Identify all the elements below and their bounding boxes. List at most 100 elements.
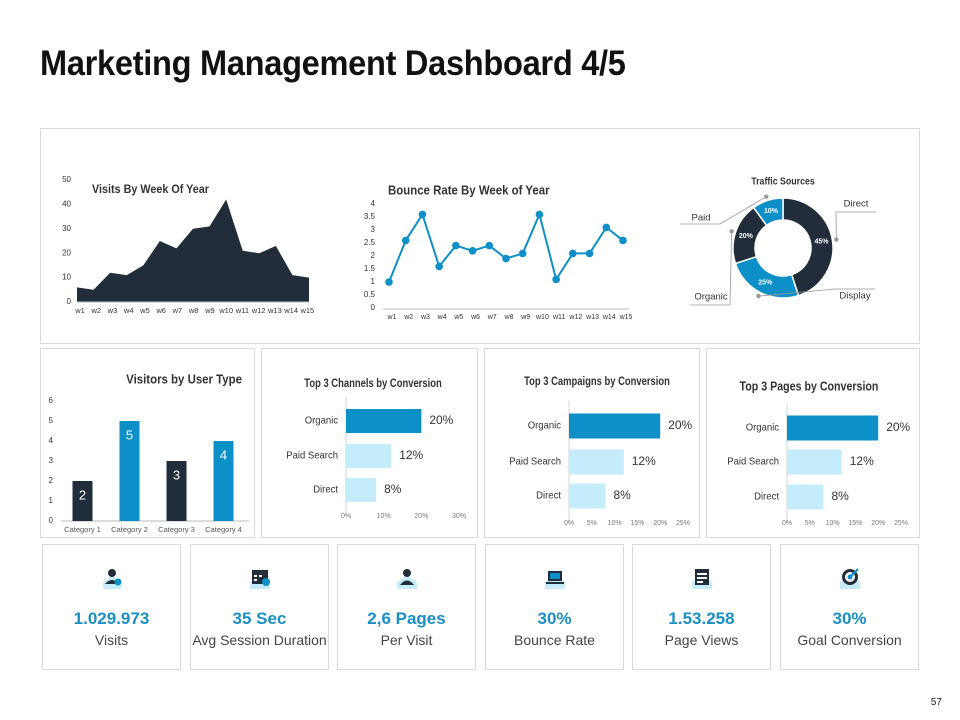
visitors-y-tick: 3 bbox=[49, 456, 54, 465]
channels-category-label: Direct bbox=[313, 484, 338, 495]
bounce-x-tick: w8 bbox=[504, 314, 514, 321]
campaigns-bar bbox=[569, 483, 606, 509]
channels-bar-label: 12% bbox=[399, 448, 423, 462]
kpi-card-bounce: 30% Bounce Rate bbox=[485, 544, 624, 670]
kpi-value: 30% bbox=[832, 609, 867, 628]
visits-x-tick: w7 bbox=[172, 306, 183, 315]
campaigns-x-tick: 5% bbox=[587, 520, 597, 527]
bounce-x-tick: w11 bbox=[552, 314, 565, 321]
pages-x-tick: 0% bbox=[782, 520, 792, 527]
pages-x-tick: 10% bbox=[826, 520, 840, 527]
pages-bar bbox=[787, 415, 879, 441]
visitors-x-tick: Category 1 bbox=[64, 525, 101, 534]
visitors-y-tick: 0 bbox=[49, 516, 54, 525]
visits-x-tick: w11 bbox=[235, 306, 249, 315]
channels-x-tick: 20% bbox=[414, 513, 428, 520]
traffic-legend-label: Organic bbox=[694, 292, 728, 303]
bounce-line-series bbox=[388, 211, 624, 283]
bounce-y-tick: 4 bbox=[371, 199, 376, 208]
pages-bar-label: 20% bbox=[886, 420, 910, 434]
pages-category-label: Organic bbox=[746, 422, 779, 433]
bounce-x-tick: w2 bbox=[403, 314, 413, 321]
visitors-y-tick: 6 bbox=[49, 396, 54, 405]
traffic-callout-line bbox=[758, 288, 875, 297]
bounce-point bbox=[485, 241, 494, 250]
channels-bar bbox=[346, 478, 377, 502]
kpi-label: Bounce Rate bbox=[514, 632, 595, 648]
pages-x-tick: 15% bbox=[848, 520, 862, 527]
visitors-bar-label: 4 bbox=[220, 447, 227, 462]
pages-chart-title: Top 3 Pages by Conversion bbox=[740, 378, 879, 393]
campaigns-category-label: Organic bbox=[528, 420, 561, 431]
kpi-value: 1.029.973 bbox=[73, 609, 150, 628]
pages-x-tick: 25% bbox=[894, 520, 908, 527]
campaigns-bar bbox=[569, 413, 661, 439]
page-number: 57 bbox=[930, 697, 942, 708]
visitors-bar-label: 2 bbox=[79, 487, 86, 502]
visitors-bar-label: 5 bbox=[126, 427, 133, 442]
campaigns-x-tick: 0% bbox=[564, 520, 574, 527]
visits-x-tick: w4 bbox=[123, 306, 134, 315]
visits-x-tick: w9 bbox=[204, 306, 215, 315]
visitors-y-tick: 4 bbox=[49, 436, 54, 445]
traffic-callout-line bbox=[835, 211, 876, 240]
traffic-legend-label: Display bbox=[839, 291, 870, 302]
pages-category-label: Direct bbox=[754, 491, 779, 502]
traffic-legend-label: Paid bbox=[691, 213, 710, 224]
visitors-y-tick: 1 bbox=[49, 496, 54, 505]
bounce-x-tick: w10 bbox=[535, 314, 549, 321]
pages-x-tick: 5% bbox=[805, 520, 815, 527]
bounce-point bbox=[401, 236, 410, 245]
campaigns-x-tick: 10% bbox=[608, 520, 622, 527]
campaigns-bar-label: 12% bbox=[632, 454, 656, 468]
bounce-point bbox=[619, 236, 627, 245]
bounce-point bbox=[468, 247, 477, 255]
traffic-chart-title: Traffic Sources bbox=[751, 175, 815, 187]
traffic-callout-line bbox=[690, 231, 733, 306]
visits-x-tick: w15 bbox=[299, 306, 314, 315]
visits-y-tick: 50 bbox=[62, 175, 71, 184]
bounce-y-tick: 3.5 bbox=[364, 212, 376, 221]
visitors-bar bbox=[72, 481, 93, 521]
traffic-legend-label: Direct bbox=[844, 199, 869, 210]
campaigns-x-tick: 20% bbox=[653, 520, 667, 527]
pages-panel bbox=[706, 348, 920, 538]
pages-x-tick: 20% bbox=[871, 520, 885, 527]
visits-x-tick: w12 bbox=[251, 306, 266, 315]
target-icon bbox=[839, 567, 861, 589]
traffic-callout-line bbox=[680, 196, 767, 225]
kpi-card-goal: 30% Goal Conversion bbox=[780, 544, 919, 670]
pages-bar bbox=[787, 484, 824, 510]
bounce-x-tick: w13 bbox=[585, 314, 599, 321]
campaigns-bar-label: 8% bbox=[613, 488, 631, 502]
channels-chart-title: Top 3 Channels by Conversion bbox=[304, 377, 441, 390]
channels-bar-label: 8% bbox=[384, 482, 402, 496]
kpi-card-pages: 2,6 Pages Per Visit bbox=[337, 544, 476, 670]
kpi-label: Page Views bbox=[664, 632, 739, 648]
pages-category-label: Paid Search bbox=[727, 456, 779, 467]
visits-chart-title: Visits By Week Of Year bbox=[92, 184, 210, 197]
bounce-point bbox=[502, 254, 510, 263]
channels-bar-label: 20% bbox=[429, 413, 453, 427]
visitors-x-tick: Category 4 bbox=[205, 525, 242, 534]
channels-x-tick: 10% bbox=[377, 513, 391, 520]
visitors-y-tick: 2 bbox=[49, 476, 54, 485]
visitors-x-tick: Category 2 bbox=[111, 525, 148, 534]
traffic-slice-label: 10% bbox=[764, 208, 779, 215]
visitors-bar-label: 3 bbox=[173, 467, 180, 482]
visitors-bar bbox=[213, 441, 234, 521]
visits-x-tick: w5 bbox=[139, 306, 150, 315]
bounce-y-tick: 2.5 bbox=[364, 238, 376, 247]
campaigns-x-tick: 15% bbox=[630, 520, 644, 527]
visitors-bar bbox=[166, 461, 187, 521]
bounce-x-tick: w14 bbox=[602, 314, 616, 321]
channels-category-label: Paid Search bbox=[286, 450, 338, 461]
bounce-chart-title: Bounce Rate By Week of Year bbox=[388, 183, 550, 198]
kpi-card-visits: 1.029.973 Visits bbox=[42, 544, 181, 670]
channels-bar bbox=[346, 444, 392, 468]
visits-area-series bbox=[77, 199, 309, 302]
visits-x-tick: w6 bbox=[155, 306, 166, 315]
kpi-value: 30% bbox=[537, 609, 572, 628]
bounce-y-tick: 0 bbox=[371, 303, 376, 312]
